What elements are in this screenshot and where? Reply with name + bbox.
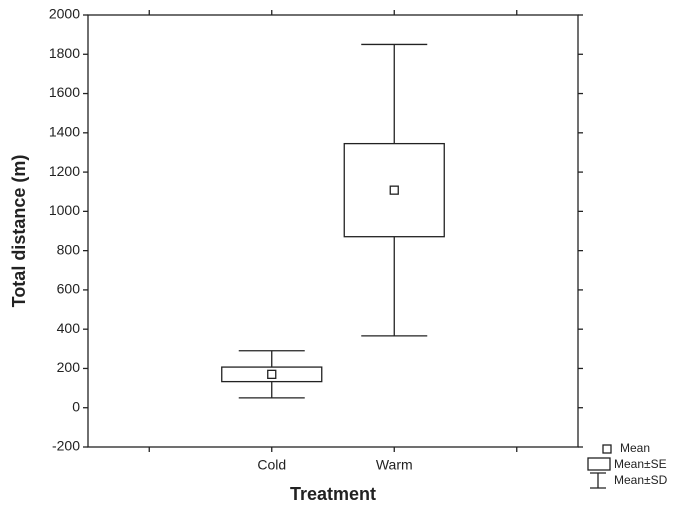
- y-tick-label: 1000: [49, 202, 80, 218]
- legend-label: Mean±SE: [614, 457, 667, 471]
- x-axis-label: Treatment: [290, 484, 376, 504]
- y-tick-label: 800: [57, 241, 81, 257]
- y-tick-label: 2000: [49, 6, 80, 22]
- y-tick-label: 600: [57, 281, 81, 297]
- x-tick-label: Warm: [376, 457, 413, 473]
- mean-marker: [389, 185, 399, 195]
- se-box: [221, 366, 323, 383]
- legend-sd-icon: [590, 472, 606, 489]
- y-tick-label: 200: [57, 359, 81, 375]
- legend-label: Mean: [620, 441, 650, 455]
- legend-se-icon: [587, 457, 611, 471]
- y-tick-label: 400: [57, 320, 81, 336]
- y-tick-label: -200: [52, 438, 80, 454]
- y-tick-label: 1800: [49, 45, 80, 61]
- y-axis-label: Total distance (m): [9, 155, 29, 308]
- plot-frame: [87, 14, 579, 448]
- mean-marker: [267, 369, 277, 379]
- se-box: [343, 142, 445, 238]
- legend-label: Mean±SD: [614, 473, 668, 487]
- x-tick-label: Cold: [257, 457, 286, 473]
- legend-mean-icon: [602, 444, 612, 454]
- y-tick-label: 1600: [49, 84, 80, 100]
- y-tick-label: 1400: [49, 124, 80, 140]
- y-tick-label: 1200: [49, 163, 80, 179]
- y-tick-label: 0: [72, 398, 80, 414]
